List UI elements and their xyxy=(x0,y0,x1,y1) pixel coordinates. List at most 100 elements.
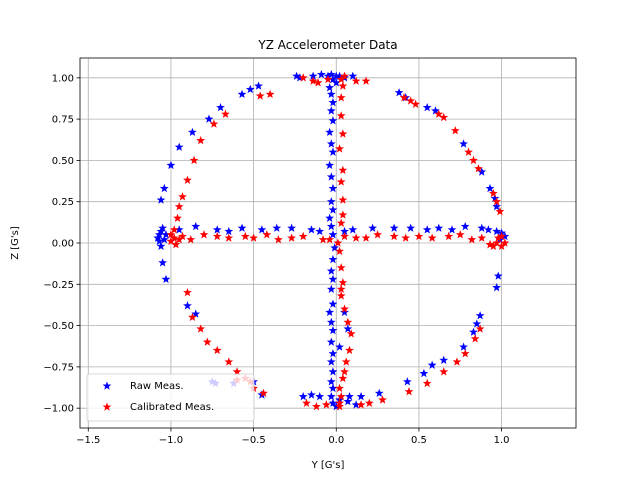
y-tick-label: 0.25 xyxy=(52,197,74,208)
data-point xyxy=(154,236,164,246)
data-point xyxy=(156,241,166,251)
data-point xyxy=(470,334,480,343)
data-point xyxy=(212,225,222,234)
data-point xyxy=(427,360,437,369)
legend: Raw Meas. Calibrated Meas. xyxy=(86,373,255,422)
data-point xyxy=(335,398,344,407)
data-point xyxy=(209,119,219,128)
data-point xyxy=(497,231,506,241)
data-point xyxy=(336,218,346,227)
data-point xyxy=(212,345,222,355)
legend-label-raw: Raw Meas. xyxy=(130,381,184,392)
data-point xyxy=(475,324,485,333)
data-point xyxy=(196,324,206,333)
data-point xyxy=(335,342,344,351)
grid-lines xyxy=(80,58,576,428)
data-point xyxy=(191,309,201,318)
data-point xyxy=(469,327,478,336)
data-point xyxy=(178,231,187,241)
data-point xyxy=(361,233,371,242)
data-point xyxy=(335,144,344,153)
x-axis-label: Y [G's] xyxy=(311,460,345,471)
data-point xyxy=(492,226,502,236)
data-point xyxy=(340,71,349,80)
data-point xyxy=(331,401,341,411)
x-tick-label: −1.0 xyxy=(159,435,183,446)
data-point xyxy=(402,377,412,386)
data-point xyxy=(406,96,416,105)
data-point xyxy=(346,329,356,338)
data-point xyxy=(224,226,234,236)
data-point xyxy=(183,175,192,184)
data-point xyxy=(166,230,176,239)
data-point xyxy=(318,235,328,244)
data-point xyxy=(308,71,318,80)
data-point xyxy=(298,73,308,82)
y-tick-label: 1.00 xyxy=(52,73,74,84)
data-point xyxy=(188,312,197,322)
data-point xyxy=(325,213,335,222)
data-point xyxy=(174,235,184,244)
data-point xyxy=(439,355,449,364)
data-point xyxy=(328,147,338,156)
data-point xyxy=(272,223,282,232)
data-point xyxy=(450,126,460,135)
data-point xyxy=(159,235,169,244)
y-tick-label: −0.50 xyxy=(43,321,74,332)
data-point xyxy=(321,400,331,409)
data-point xyxy=(166,236,176,246)
data-point xyxy=(401,233,411,242)
data-point xyxy=(326,139,336,148)
data-point xyxy=(452,357,462,366)
data-point xyxy=(477,223,487,232)
data-point xyxy=(351,400,361,409)
data-point xyxy=(174,225,184,234)
data-point xyxy=(326,172,336,181)
data-point xyxy=(307,390,316,399)
data-point xyxy=(338,278,348,287)
data-point xyxy=(492,238,502,247)
data-point xyxy=(295,73,305,82)
data-point xyxy=(368,223,378,232)
data-point xyxy=(338,373,348,383)
data-point xyxy=(500,238,510,247)
data-point xyxy=(335,71,344,80)
data-point xyxy=(439,367,449,376)
data-point xyxy=(328,299,338,308)
data-point xyxy=(338,210,348,219)
data-point xyxy=(340,231,349,241)
data-point xyxy=(326,69,336,79)
data-point xyxy=(237,89,247,99)
data-point xyxy=(336,291,346,300)
data-point xyxy=(336,284,346,293)
data-point xyxy=(345,345,354,355)
data-point xyxy=(340,307,349,317)
data-point xyxy=(166,160,176,170)
data-point xyxy=(414,231,424,241)
data-point xyxy=(447,225,457,234)
data-point xyxy=(492,283,502,292)
data-point xyxy=(328,98,338,107)
data-point xyxy=(361,76,371,85)
data-point xyxy=(212,231,222,241)
data-point xyxy=(326,221,336,231)
data-point xyxy=(255,91,265,100)
data-point xyxy=(204,114,214,123)
data-point xyxy=(326,284,336,293)
data-point xyxy=(336,74,346,84)
data-point xyxy=(326,392,336,401)
data-point xyxy=(328,383,338,393)
data-point xyxy=(389,231,399,241)
data-point xyxy=(326,337,336,346)
data-point xyxy=(422,378,432,388)
data-point xyxy=(259,388,268,398)
data-point xyxy=(341,357,351,366)
data-point xyxy=(196,135,206,145)
data-point xyxy=(336,177,346,186)
data-point xyxy=(171,240,181,249)
data-point xyxy=(325,127,335,137)
data-point xyxy=(287,233,296,242)
data-point xyxy=(188,127,197,137)
data-point xyxy=(199,230,209,239)
chart-title: YZ Accelerometer Data xyxy=(257,38,397,52)
